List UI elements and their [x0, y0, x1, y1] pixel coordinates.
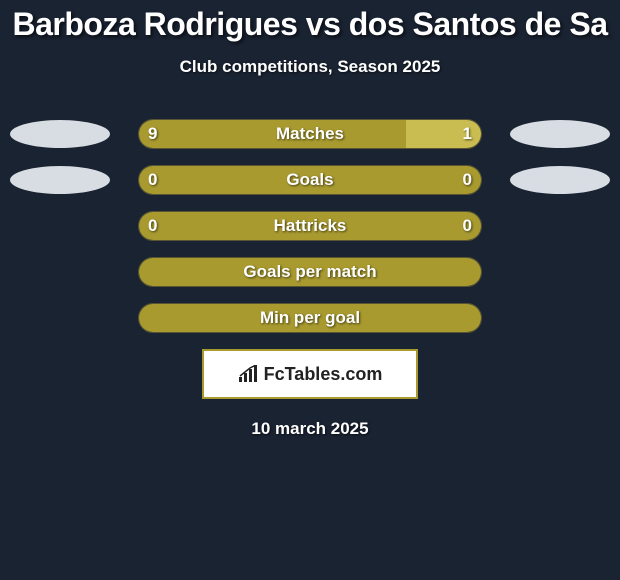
player-left-marker — [10, 120, 110, 148]
page-title: Barboza Rodrigues vs dos Santos de Sa — [0, 0, 620, 43]
chart-icon — [238, 365, 260, 383]
stat-row: Hattricks00 — [0, 211, 620, 241]
stat-value-right: 0 — [463, 211, 472, 241]
player-left-marker — [10, 166, 110, 194]
logo-text: FcTables.com — [264, 364, 383, 385]
bar-right-fill — [310, 258, 481, 286]
stat-value-left: 9 — [148, 119, 157, 149]
bar-track — [138, 165, 482, 195]
stat-value-left: 0 — [148, 165, 157, 195]
bar-track — [138, 211, 482, 241]
stat-row: Min per goal — [0, 303, 620, 333]
bar-left-fill — [139, 258, 310, 286]
subtitle: Club competitions, Season 2025 — [0, 57, 620, 77]
player-right-marker — [510, 166, 610, 194]
bar-right-fill — [310, 212, 481, 240]
bar-track — [138, 119, 482, 149]
bar-right-fill — [310, 304, 481, 332]
bar-left-fill — [139, 212, 310, 240]
stat-value-right: 1 — [463, 119, 472, 149]
stat-row: Goals00 — [0, 165, 620, 195]
stat-row: Matches91 — [0, 119, 620, 149]
bar-track — [138, 303, 482, 333]
logo-box: FcTables.com — [202, 349, 418, 399]
bar-right-fill — [310, 166, 481, 194]
stat-row: Goals per match — [0, 257, 620, 287]
bar-left-fill — [139, 166, 310, 194]
bar-track — [138, 257, 482, 287]
date-label: 10 march 2025 — [0, 419, 620, 439]
stat-value-right: 0 — [463, 165, 472, 195]
comparison-rows: Matches91Goals00Hattricks00Goals per mat… — [0, 119, 620, 333]
logo: FcTables.com — [238, 364, 383, 385]
bar-left-fill — [139, 304, 310, 332]
bar-left-fill — [139, 120, 406, 148]
stat-value-left: 0 — [148, 211, 157, 241]
player-right-marker — [510, 120, 610, 148]
